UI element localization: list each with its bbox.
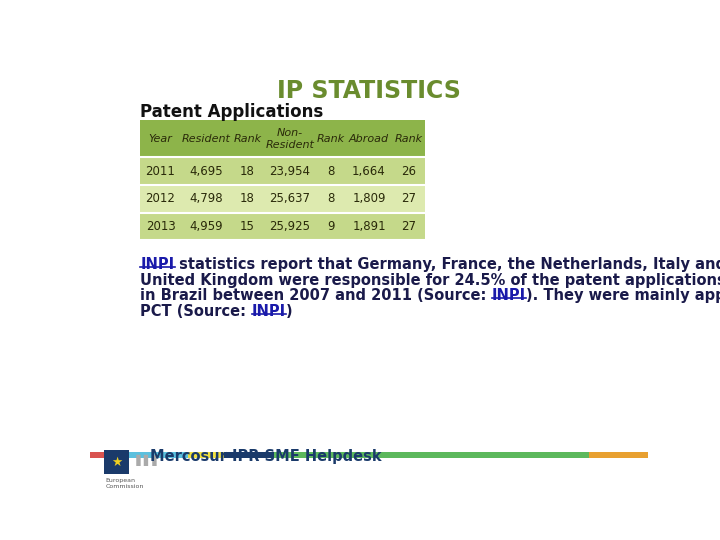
Text: 4,695: 4,695 (189, 165, 222, 178)
Text: statistics report that Germany, France, the Netherlands, Italy and the: statistics report that Germany, France, … (174, 257, 720, 272)
Text: Year: Year (148, 134, 173, 144)
Text: 2013: 2013 (145, 220, 176, 233)
Bar (346, 213, 392, 240)
Bar (104, 450, 129, 475)
Bar (264, 213, 316, 240)
Bar (316, 185, 346, 213)
Text: Resident: Resident (181, 134, 230, 144)
Bar (181, 157, 231, 185)
Text: 23,954: 23,954 (269, 165, 310, 178)
Text: 1,664: 1,664 (352, 165, 386, 178)
Bar (231, 120, 264, 157)
Bar (316, 120, 346, 157)
Text: ▐▐▐: ▐▐▐ (132, 455, 158, 466)
Text: IP STATISTICS: IP STATISTICS (277, 79, 461, 103)
Bar (90, 452, 115, 457)
Bar (392, 120, 425, 157)
Text: PCT (Source:: PCT (Source: (140, 303, 251, 319)
Text: ): ) (286, 303, 292, 319)
Bar (188, 452, 224, 457)
Text: 2011: 2011 (145, 165, 176, 178)
Bar (231, 157, 264, 185)
Text: INPI: INPI (492, 288, 526, 303)
Text: 18: 18 (240, 192, 255, 205)
Text: 25,925: 25,925 (269, 220, 310, 233)
Text: 15: 15 (240, 220, 255, 233)
Text: INPI: INPI (251, 303, 286, 319)
Bar (316, 157, 346, 185)
Text: Non-
Resident: Non- Resident (266, 127, 315, 150)
Bar (392, 213, 425, 240)
Bar (392, 185, 425, 213)
Bar (224, 452, 274, 457)
Text: ). They were mainly applied via: ). They were mainly applied via (526, 288, 720, 303)
Text: INPI: INPI (140, 257, 174, 272)
Bar (346, 185, 392, 213)
Bar (274, 452, 590, 457)
Text: Mercosur IPR SME Helpdesk: Mercosur IPR SME Helpdesk (150, 449, 382, 464)
Text: in Brazil between 2007 and 2011 (Source:: in Brazil between 2007 and 2011 (Source: (140, 288, 492, 303)
Bar (346, 157, 392, 185)
Bar (140, 157, 181, 185)
Bar (316, 213, 346, 240)
Text: 8: 8 (328, 165, 335, 178)
Bar (392, 157, 425, 185)
Text: ★: ★ (111, 456, 122, 469)
Text: 1,891: 1,891 (352, 220, 386, 233)
Text: 9: 9 (328, 220, 335, 233)
Text: 4,798: 4,798 (189, 192, 222, 205)
Bar (140, 185, 181, 213)
Text: 27: 27 (401, 220, 416, 233)
Text: United Kingdom were responsible for 24.5% of the patent applications received: United Kingdom were responsible for 24.5… (140, 273, 720, 288)
Text: Abroad: Abroad (349, 134, 389, 144)
Bar (140, 120, 181, 157)
Bar (264, 120, 316, 157)
Text: 26: 26 (401, 165, 416, 178)
Bar (231, 213, 264, 240)
Text: Rank: Rank (317, 134, 345, 144)
Bar (140, 213, 181, 240)
Bar (115, 452, 188, 457)
Bar (231, 185, 264, 213)
Bar (181, 185, 231, 213)
Text: Rank: Rank (233, 134, 261, 144)
Bar (264, 185, 316, 213)
Bar (264, 157, 316, 185)
Text: 2012: 2012 (145, 192, 176, 205)
Bar (181, 213, 231, 240)
Bar (590, 452, 648, 457)
Text: European
Commission: European Commission (106, 478, 144, 489)
Text: Patent Applications: Patent Applications (140, 103, 323, 122)
Text: 1,809: 1,809 (352, 192, 386, 205)
Text: 25,637: 25,637 (269, 192, 310, 205)
Text: 27: 27 (401, 192, 416, 205)
Bar (346, 120, 392, 157)
Text: 4,959: 4,959 (189, 220, 222, 233)
Bar (181, 120, 231, 157)
Text: 18: 18 (240, 165, 255, 178)
Text: 8: 8 (328, 192, 335, 205)
Text: Rank: Rank (395, 134, 423, 144)
